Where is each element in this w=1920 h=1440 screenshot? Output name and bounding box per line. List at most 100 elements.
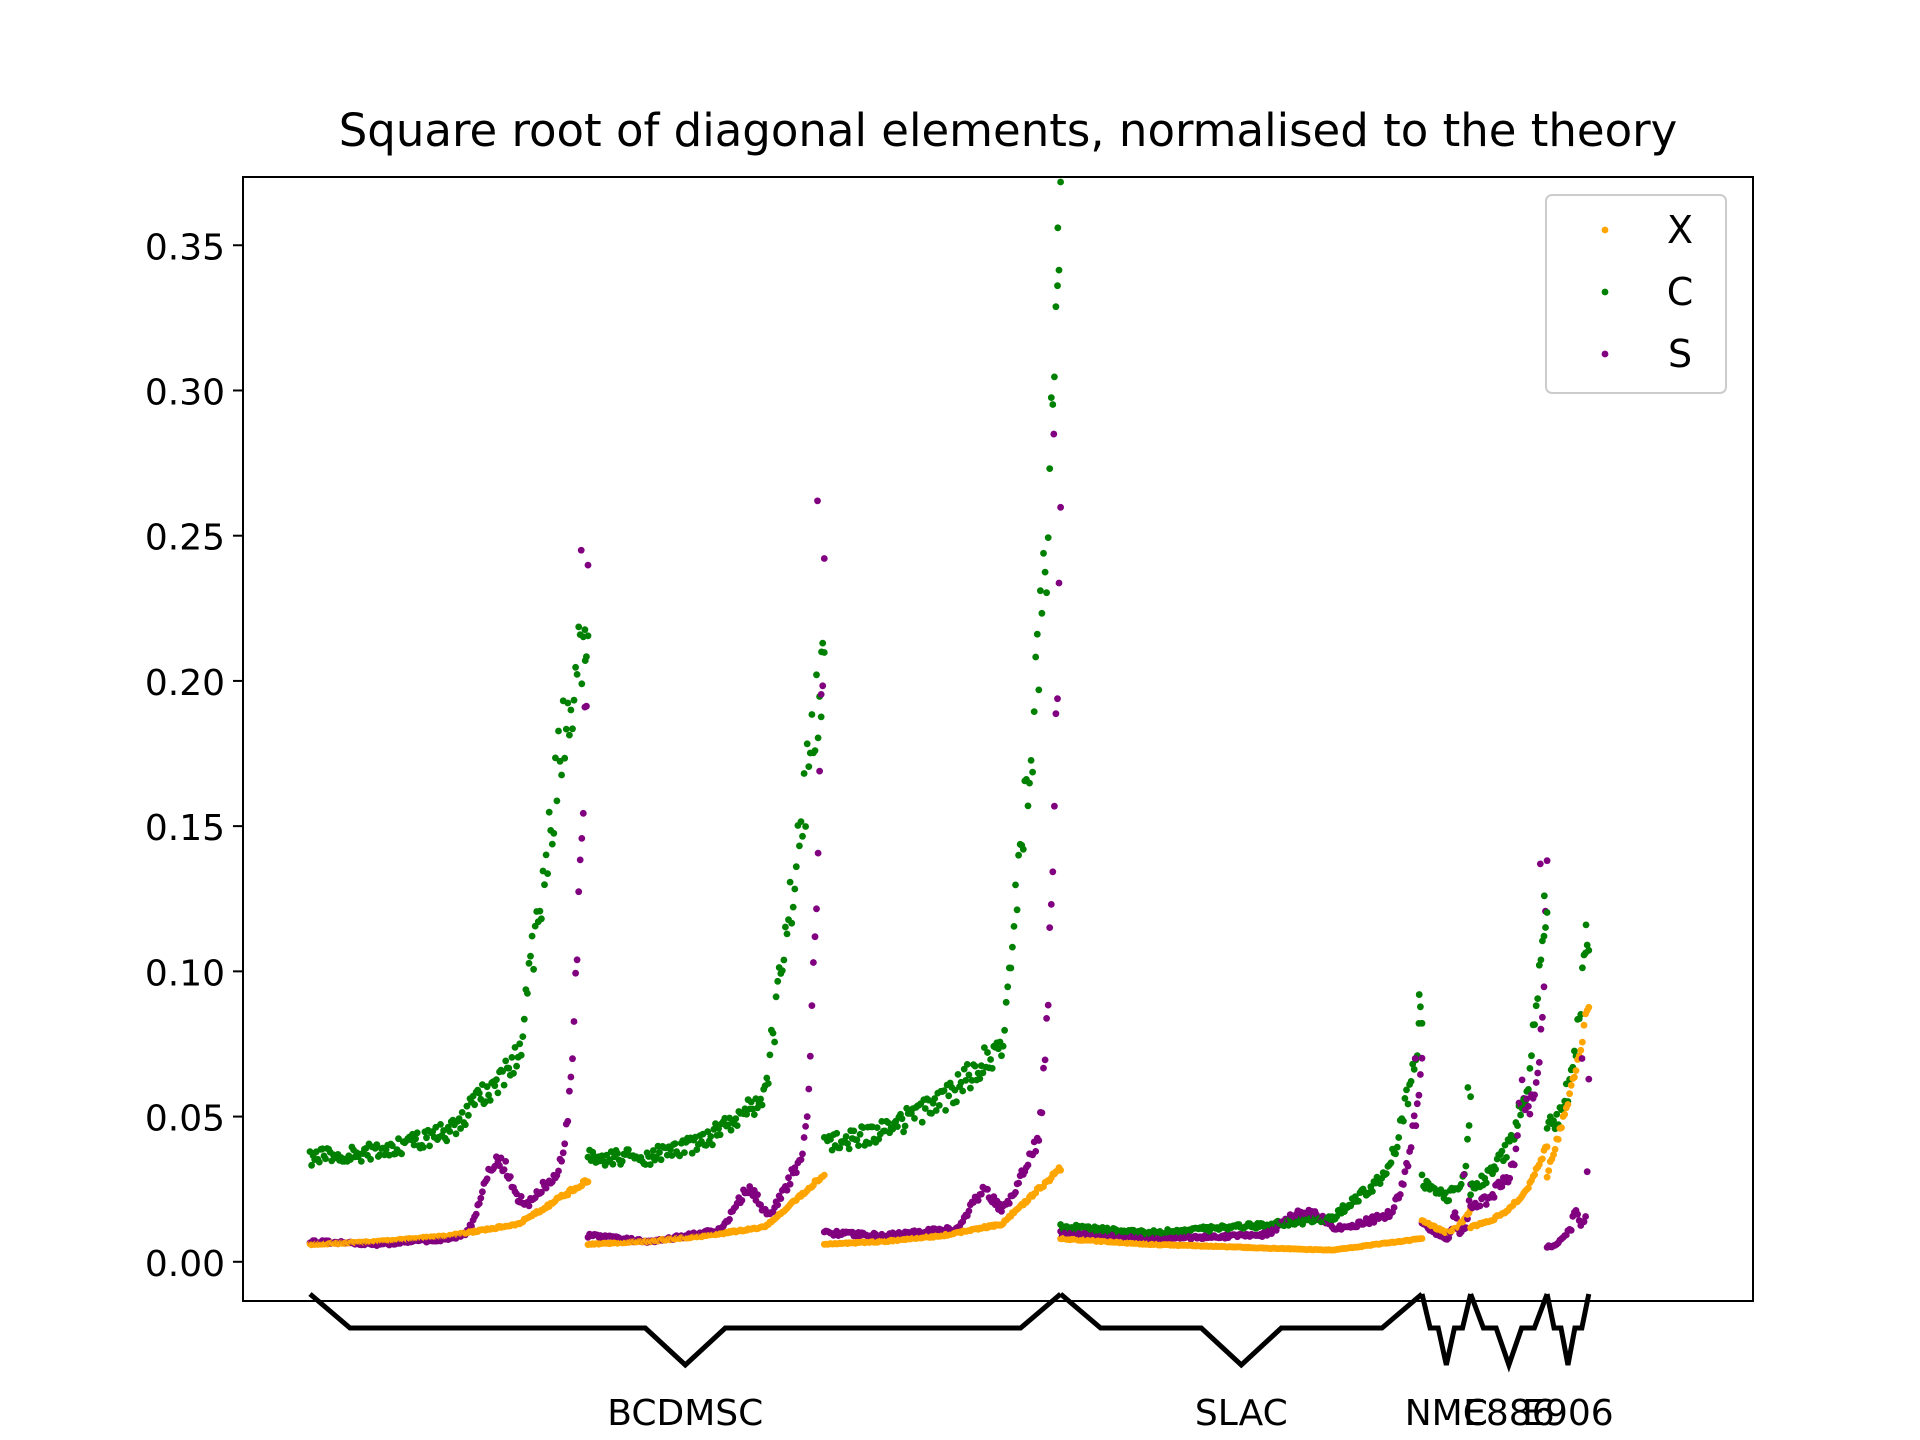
point-C [1579, 964, 1586, 972]
point-C [766, 1051, 774, 1059]
point-S [1043, 1015, 1050, 1022]
point-C [1046, 465, 1054, 472]
point-C [491, 1082, 499, 1090]
point-C [1052, 303, 1060, 311]
point-C [1462, 1162, 1470, 1170]
point-S [814, 849, 822, 857]
point-S [1407, 1144, 1415, 1151]
y-axis: 0.00 0.05 0.10 0.15 0.20 0.25 0.30 0.35 [145, 227, 243, 1285]
point-C [712, 1120, 719, 1127]
point-C [493, 1076, 500, 1084]
point-C [901, 1122, 909, 1130]
point-C [1464, 1135, 1471, 1143]
point-S [555, 1167, 562, 1175]
point-X [1418, 1235, 1426, 1242]
point-C [1057, 178, 1064, 186]
point-S [502, 1158, 510, 1165]
point-C [855, 1142, 862, 1149]
point-X [1567, 1081, 1575, 1089]
point-S [542, 1184, 550, 1192]
point-C-peak [1582, 921, 1590, 929]
point-C [951, 1086, 959, 1094]
point-C [1528, 1052, 1535, 1060]
point-C [1403, 1086, 1410, 1094]
point-C [763, 1074, 771, 1082]
point-S-peak [1578, 1055, 1586, 1062]
point-S [1574, 1210, 1581, 1218]
point-C [789, 903, 797, 911]
point-S [1417, 1071, 1424, 1078]
point-S-peak [1411, 1055, 1419, 1062]
point-C [1004, 983, 1012, 991]
point-C [1049, 401, 1057, 408]
y-tick-label: 0.30 [145, 372, 225, 413]
point-X [1566, 1090, 1573, 1098]
point-C [727, 1126, 735, 1134]
point-S [472, 1210, 480, 1218]
point-C [676, 1152, 684, 1160]
point-C [656, 1149, 663, 1156]
point-S [1583, 1168, 1591, 1176]
point-S [797, 1156, 805, 1163]
point-S [757, 1201, 764, 1209]
point-C [976, 1075, 984, 1082]
point-C [774, 977, 782, 985]
point-C [803, 740, 811, 748]
data-points [306, 178, 1593, 1254]
legend-label-c: C [1667, 270, 1694, 314]
point-X [1585, 1003, 1593, 1011]
point-C [921, 1105, 929, 1112]
point-C [903, 1104, 911, 1112]
point-C [811, 747, 819, 754]
point-C [457, 1125, 464, 1132]
point-S [1540, 983, 1548, 991]
point-S [1512, 1145, 1520, 1153]
point-C [1467, 1191, 1474, 1199]
point-C [461, 1121, 469, 1129]
point-C [833, 1129, 841, 1137]
point-C [1482, 1179, 1490, 1187]
point-C-peak [1540, 892, 1548, 900]
point-C [1410, 1065, 1418, 1073]
point-C [570, 696, 578, 704]
point-S [1510, 1161, 1518, 1169]
point-C [988, 1064, 996, 1072]
point-C [1024, 802, 1032, 810]
bracket-label: E886 [1463, 1393, 1554, 1434]
point-X [1571, 1073, 1578, 1081]
point-S [1531, 1091, 1538, 1099]
point-C [1517, 1111, 1524, 1119]
point-S [506, 1173, 514, 1180]
point-C [519, 1033, 527, 1040]
point-S-peak [1460, 1171, 1468, 1179]
point-S [777, 1195, 785, 1202]
point-S [578, 835, 586, 842]
point-S [813, 905, 820, 913]
point-C [564, 699, 572, 707]
point-C [1585, 946, 1593, 954]
point-S [726, 1216, 733, 1223]
point-S [1498, 1183, 1506, 1190]
point-C [357, 1158, 365, 1165]
point-S [1054, 695, 1061, 703]
point-C [709, 1141, 716, 1149]
bracket-slac [1058, 1292, 1424, 1369]
point-S [1057, 503, 1064, 511]
point-C-peak [818, 648, 825, 656]
point-C [1583, 941, 1591, 949]
point-S [1580, 1218, 1588, 1226]
point-C [581, 626, 589, 634]
point-C [963, 1061, 971, 1068]
point-C [1007, 964, 1015, 972]
point-C [1501, 1141, 1509, 1149]
point-S [1051, 802, 1058, 810]
point-C [646, 1161, 654, 1168]
point-C [486, 1096, 494, 1104]
point-C [520, 1015, 528, 1023]
point-C [750, 1111, 758, 1118]
point-C [967, 1084, 974, 1092]
point-C [1542, 924, 1549, 931]
point-C [1393, 1143, 1401, 1151]
point-S [1415, 1091, 1423, 1099]
y-tick-label: 0.35 [145, 227, 225, 268]
